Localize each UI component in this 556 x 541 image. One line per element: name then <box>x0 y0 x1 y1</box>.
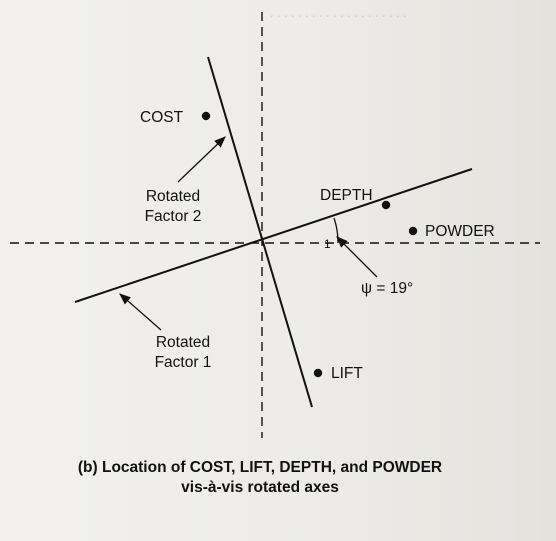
powder-point <box>408 226 418 236</box>
factor-1-arrow <box>119 293 162 331</box>
factor-2-label-line2: Factor 2 <box>145 208 202 225</box>
rotated-factor-2-axis <box>207 56 313 408</box>
factor-2-arrow <box>177 136 226 183</box>
depth-point <box>381 200 391 210</box>
angle-arc <box>333 217 339 244</box>
factor-1-label-line1: Rotated <box>156 334 210 351</box>
lift-label: LIFT <box>331 365 363 382</box>
cost-label: COST <box>140 109 184 126</box>
angle-arrow <box>336 236 378 278</box>
background-text: . . . . . . . . . . . . . . . . . . . . <box>270 6 407 21</box>
factor-1-label-line2: Factor 1 <box>155 354 212 371</box>
rotated-factor-1-axis <box>74 168 473 303</box>
figure-caption: (b) Location of COST, LIFT, DEPTH, and P… <box>30 458 490 498</box>
powder-label: POWDER <box>425 223 495 240</box>
cost-point <box>201 111 211 121</box>
caption-line-1: (b) Location of COST, LIFT, DEPTH, and P… <box>77 459 443 476</box>
depth-label: DEPTH <box>320 187 373 204</box>
caption-line-2: vis-à-vis rotated axes <box>181 479 339 496</box>
angle-label: ψ = 19° <box>361 280 413 297</box>
angle-tick-mark: 1 <box>324 237 331 251</box>
lift-point <box>313 368 323 378</box>
factor-2-label-line1: Rotated <box>146 188 200 205</box>
